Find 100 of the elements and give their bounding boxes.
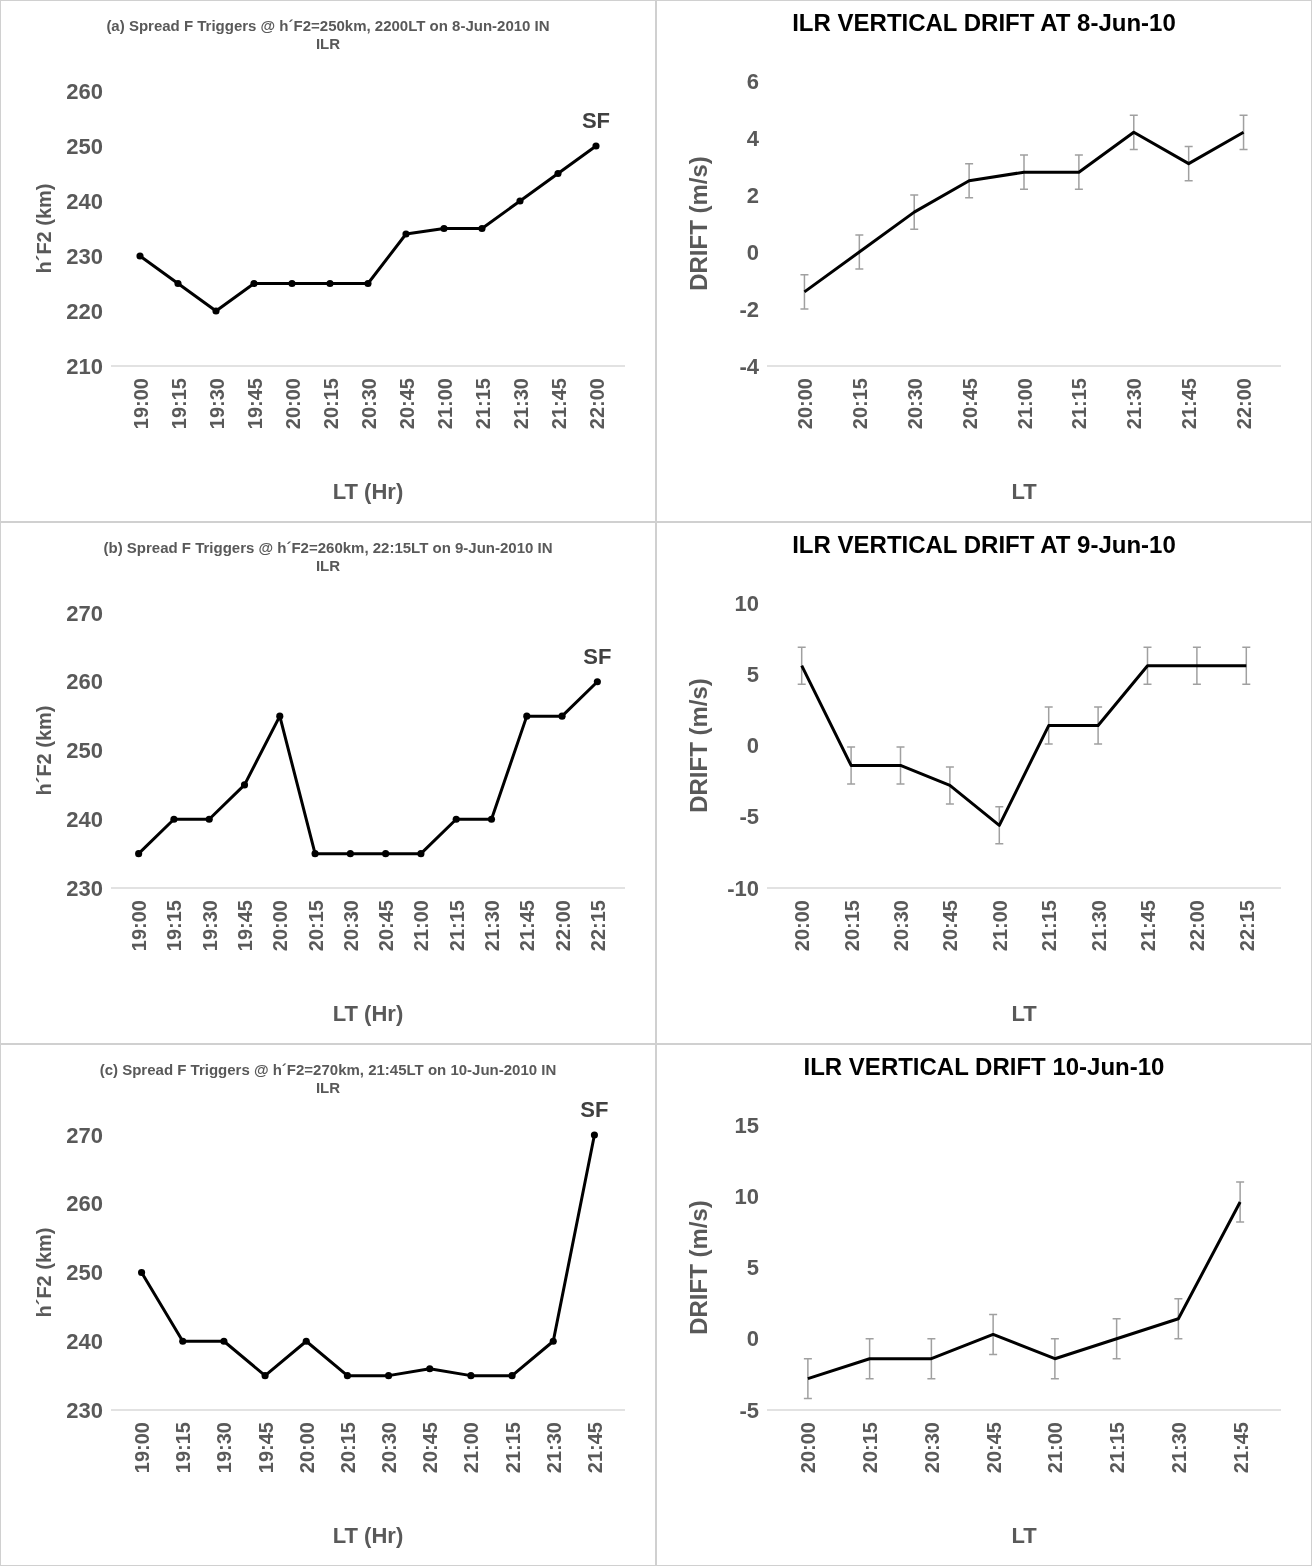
x-tick-label: 20:30	[903, 378, 926, 430]
x-tick-label: 20:45	[419, 1422, 442, 1474]
line-series	[802, 130, 1246, 294]
y-tick-label: 6	[746, 68, 759, 94]
y-tick-label: -5	[739, 804, 759, 830]
x-tick-label: 20:15	[319, 378, 342, 430]
x-tick-label: 21:00	[988, 900, 1011, 952]
y-tick-label: 230	[66, 243, 103, 269]
x-axis-title: LT	[1011, 1523, 1038, 1548]
y-axis-title: DRIFT (m/s)	[685, 156, 712, 291]
x-tick-label: 20:45	[958, 378, 981, 430]
x-tick-label: 22:15	[1235, 900, 1258, 952]
x-tick-label: 22:00	[1186, 900, 1209, 952]
point	[402, 230, 410, 238]
y-axis-title: DRIFT (m/s)	[685, 1200, 712, 1335]
y-tick-label: 210	[66, 353, 103, 379]
x-tick-label: 21:00	[410, 900, 433, 952]
y-tick-label: 260	[66, 1191, 103, 1217]
x-tick-label: 20:00	[295, 1422, 318, 1474]
x-tick-label: 21:45	[547, 378, 570, 430]
point	[170, 815, 178, 823]
x-tick-label: 22:15	[586, 900, 609, 952]
x-tick-label: 20:15	[840, 900, 863, 952]
y-tick-label: -10	[727, 875, 759, 901]
y-tick-label: 270	[66, 1122, 103, 1148]
x-tick-label: 20:30	[920, 1422, 943, 1474]
point	[326, 279, 334, 288]
y-tick-label: 10	[734, 590, 759, 616]
y-tick-label: 2	[746, 182, 759, 208]
x-tick-label: 20:00	[797, 1422, 820, 1474]
x-tick-label: 20:45	[982, 1422, 1005, 1474]
chart-title: (c) Spread F Triggers @ h´F2=270km, 21:45LT on 10-Jun-2010 IN ILR	[99, 1061, 557, 1096]
y-tick-label: 4	[746, 125, 760, 151]
x-tick-label: 20:15	[859, 1422, 882, 1474]
point	[426, 1365, 434, 1373]
x-tick-label: 19:45	[254, 1422, 277, 1474]
x-tick-label: 20:30	[357, 378, 380, 430]
y-tick-label: 240	[66, 806, 103, 832]
point	[558, 712, 566, 720]
point	[385, 1372, 393, 1380]
y-tick-label: 5	[746, 1255, 759, 1281]
x-tick-label: 21:45	[1229, 1422, 1252, 1474]
x-tick-label: 21:45	[1178, 378, 1201, 430]
chart-title: ILR VERTICAL DRIFT AT 9-Jun-10	[792, 531, 1176, 558]
point	[440, 224, 448, 233]
point	[179, 1337, 187, 1345]
point	[487, 815, 496, 823]
point	[364, 279, 372, 288]
x-tick-label: 22:00	[1233, 378, 1256, 430]
x-tick-label: 20:45	[375, 900, 398, 952]
point	[302, 1337, 310, 1345]
point	[593, 678, 601, 686]
x-tick-label: 21:30	[481, 900, 503, 952]
y-axis-title: h´F2 (km)	[33, 1227, 55, 1318]
point	[174, 279, 182, 288]
point	[452, 815, 460, 823]
y-tick-label: 0	[746, 1326, 759, 1352]
point	[205, 815, 213, 823]
x-tick-label: 21:00	[460, 1422, 483, 1474]
x-tick-label: 19:15	[163, 900, 186, 952]
x-tick-label: 20:30	[890, 900, 912, 952]
x-tick-label: 20:30	[339, 900, 362, 952]
point	[276, 712, 284, 720]
y-tick-label: 240	[66, 188, 103, 214]
point	[523, 712, 531, 720]
x-axis-title: LT (Hr)	[332, 479, 404, 504]
chart-title: ILR VERTICAL DRIFT 10-Jun-10	[803, 1053, 1165, 1080]
x-tick-label: 19:15	[167, 378, 190, 430]
x-tick-label: 20:45	[939, 900, 962, 952]
x-tick-label: 19:30	[198, 900, 221, 952]
y-tick-label: 220	[66, 298, 103, 324]
x-tick-label: 21:45	[1137, 900, 1159, 952]
y-axis-title: DRIFT (m/s)	[685, 678, 712, 813]
point	[516, 197, 524, 205]
point	[478, 224, 486, 233]
x-tick-label: 21:30	[1167, 1422, 1190, 1474]
x-tick-label: 21:30	[1123, 378, 1146, 430]
point	[592, 142, 600, 150]
y-tick-label: 5	[746, 661, 759, 687]
y-tick-label: 10	[734, 1183, 759, 1209]
x-tick-label: 21:45	[583, 1422, 606, 1474]
chart-title: (a) Spread F Triggers @ h´F2=250km, 2200LT on 8-Jun-2010 IN ILR	[106, 17, 550, 52]
annotation: SF	[580, 1097, 609, 1122]
point	[220, 1337, 228, 1345]
x-tick-label: 19:45	[243, 378, 266, 430]
y-tick-label: 0	[746, 733, 759, 759]
annotation: SF	[583, 643, 612, 669]
y-tick-label: 15	[734, 1112, 759, 1138]
point	[382, 850, 390, 858]
y-tick-label: 0	[746, 239, 759, 265]
line-series	[806, 1200, 1242, 1381]
x-axis-title: LT (Hr)	[332, 1523, 404, 1548]
x-tick-label: 20:45	[395, 378, 418, 430]
y-tick-label: 260	[66, 78, 103, 104]
y-tick-label: 250	[66, 738, 103, 764]
point	[288, 279, 296, 288]
point	[417, 850, 425, 858]
x-tick-label: 21:15	[1106, 1422, 1129, 1474]
y-axis-title: h´F2 (km)	[33, 183, 55, 274]
x-tick-label: 19:30	[205, 378, 228, 430]
